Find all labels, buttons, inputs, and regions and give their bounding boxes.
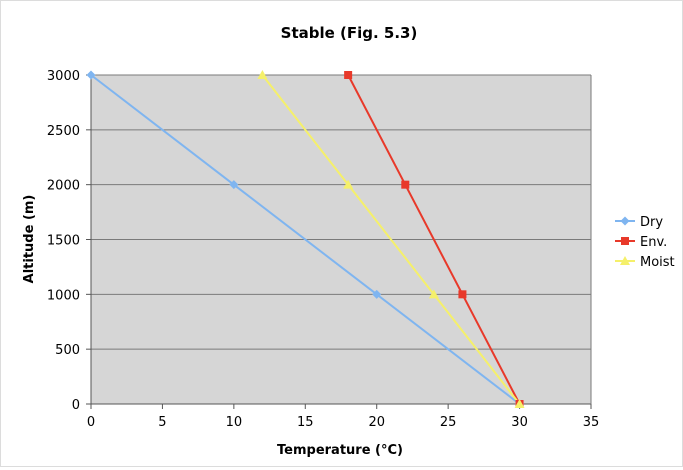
chart-title: Stable (Fig. 5.3): [281, 24, 418, 42]
y-tick-label: 500: [55, 343, 80, 358]
y-tick-label: 1000: [47, 288, 80, 303]
series-line-moist: [261, 74, 521, 405]
legend-label-env: Env.: [640, 235, 667, 250]
data-point-dry: [372, 289, 382, 299]
x-tick-label: 0: [87, 415, 95, 430]
data-point-env: [401, 180, 410, 189]
x-tick-label: 15: [297, 415, 314, 430]
y-tick-label: 2500: [47, 124, 80, 139]
y-tick-label: 2000: [47, 179, 80, 194]
x-tick-label: 5: [158, 415, 166, 430]
data-point-moist: [428, 289, 439, 299]
legend-marker-dry: [620, 216, 630, 226]
y-axis-title: Altitude (m): [22, 195, 37, 284]
data-point-dry: [229, 180, 239, 190]
legend-marker-env: [621, 237, 629, 245]
legend: Dry Env. Moist: [615, 215, 675, 270]
x-tick-label: 25: [440, 415, 457, 430]
series-line-env: [347, 74, 521, 405]
y-tick-label: 1500: [47, 234, 80, 249]
data-point-env: [458, 290, 467, 299]
x-tick-label: 20: [368, 415, 385, 430]
data-point-moist: [514, 399, 525, 408]
x-tick-label: 35: [583, 415, 600, 430]
x-tick-label: 10: [226, 415, 243, 430]
legend-marker-moist: [620, 256, 630, 265]
data-point-moist: [343, 179, 354, 189]
y-tick-label: 3000: [47, 69, 80, 84]
data-point-env: [344, 71, 353, 79]
data-point-dry: [86, 70, 96, 80]
legend-label-dry: Dry: [640, 215, 663, 230]
series-line-dry: [90, 74, 521, 405]
y-tick-label: 0: [72, 398, 80, 413]
data-point-moist: [257, 70, 268, 79]
x-axis-title: Temperature (°C): [277, 443, 403, 458]
x-tick-label: 30: [511, 415, 528, 430]
legend-label-moist: Moist: [640, 255, 675, 270]
